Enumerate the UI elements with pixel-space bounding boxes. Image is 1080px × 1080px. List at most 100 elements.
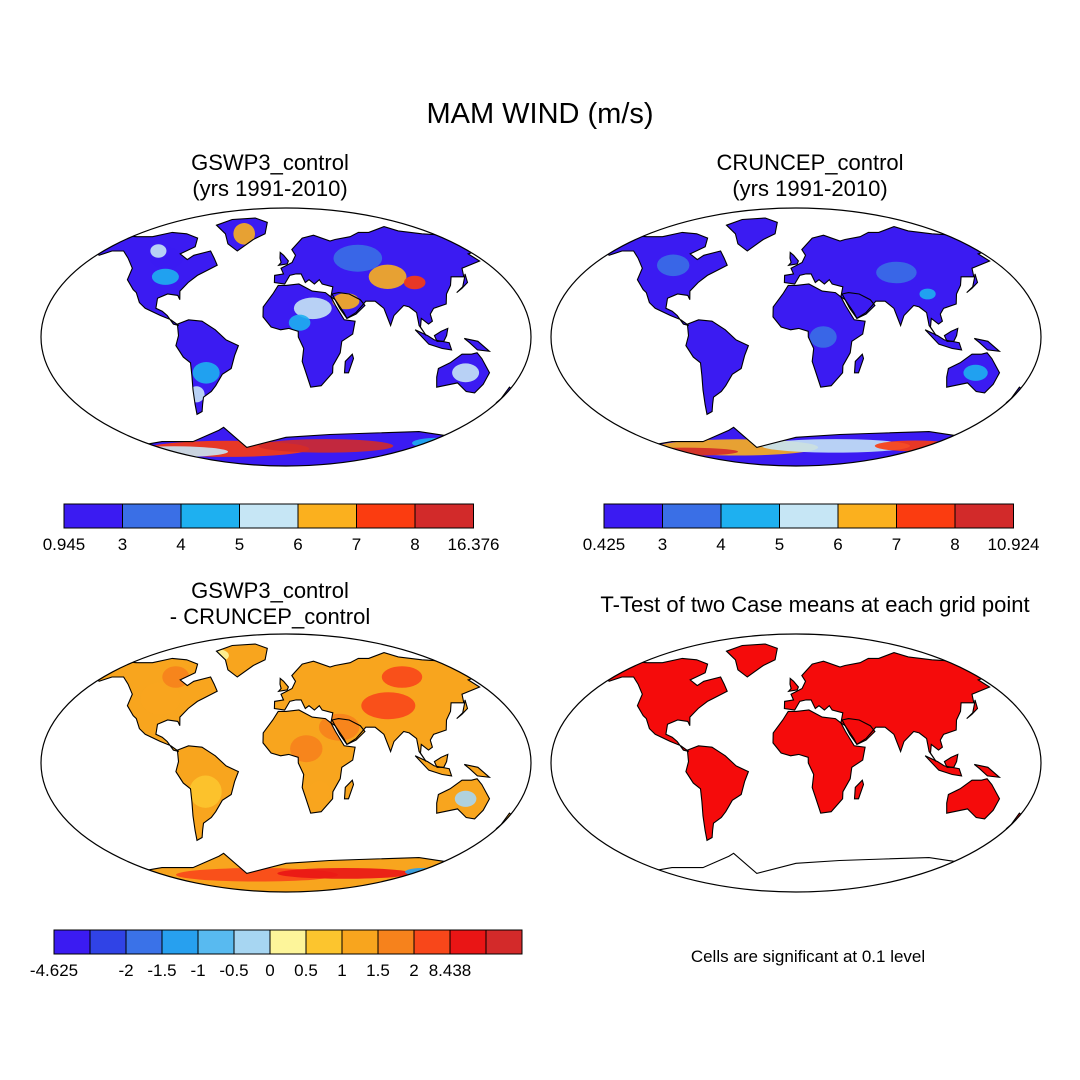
colorbar-box — [122, 503, 182, 529]
colorbar-diff: -4.625 -2 -1.5 -1 -0.5 0 0.5 1 1.5 2 8.438 — [30, 929, 523, 980]
colorbar-tick-label: 0.945 — [43, 535, 86, 554]
coastline-borneo — [433, 327, 449, 342]
data-cells — [657, 254, 690, 277]
colorbar-box — [53, 929, 91, 955]
land-fill-madagascar — [854, 780, 864, 799]
colorbar-cruncep: 0.425 3 4 5 6 7 8 10.924 — [583, 503, 1040, 554]
data-cells — [454, 790, 477, 807]
land-fill-north-america — [604, 658, 728, 752]
coastline-indonesia — [414, 329, 453, 351]
significance-note: Cells are significant at 0.1 level — [690, 947, 926, 966]
colorbar-tick-label: 2 — [409, 961, 418, 980]
coastline-new-guinea — [973, 337, 1002, 353]
land-fill-new-guinea — [974, 764, 1000, 778]
coastline-uk — [277, 677, 290, 693]
coastline-new-guinea — [973, 763, 1002, 779]
land-fill-madagascar — [854, 354, 864, 373]
land-fill-greenland — [216, 644, 268, 677]
coastline-north-america — [93, 657, 218, 753]
coastline-greenland — [215, 643, 268, 678]
coastline-australia — [436, 352, 491, 394]
data-cells — [150, 244, 167, 258]
colorbar-tick-label: 7 — [352, 535, 361, 554]
land-fill-greenland — [726, 218, 778, 251]
coastline-indonesia — [414, 755, 453, 777]
panel-title-line1: CRUNCEP_control — [716, 150, 904, 175]
colorbar-box — [356, 503, 416, 529]
coastline-africa — [772, 283, 866, 388]
data-cells — [293, 297, 332, 320]
colorbar-box — [896, 503, 956, 529]
colorbar-tick-label: 5 — [775, 535, 784, 554]
colorbar-tick-label: 8.438 — [429, 961, 472, 980]
data-cells — [381, 666, 423, 688]
colorbar-box — [180, 503, 240, 529]
map-border — [40, 207, 532, 467]
coastline-greenland — [725, 217, 778, 252]
data-cells — [258, 439, 394, 453]
data-cells — [919, 288, 936, 300]
data-cells — [876, 261, 917, 284]
coastline-europe-asia — [273, 226, 492, 336]
colorbar-tick-label: -2 — [118, 961, 133, 980]
coastline-madagascar — [853, 353, 865, 374]
land-fill-north-america — [604, 232, 728, 326]
coastline-north-america — [603, 231, 728, 327]
data-cells — [308, 780, 331, 803]
coastline-uk — [787, 251, 800, 267]
coastline-borneo — [943, 327, 959, 342]
colorbar-tick-label: -1.5 — [147, 961, 176, 980]
data-cells — [412, 437, 467, 449]
colorbar-box — [125, 929, 163, 955]
colorbar-tick-label: 3 — [658, 535, 667, 554]
colorbar-tick-label: 4 — [176, 535, 185, 554]
coastline-south-america — [175, 745, 240, 842]
colorbar-tick-label: 8 — [950, 535, 959, 554]
colorbar-tick-label: 7 — [892, 535, 901, 554]
map-panel-ttest — [550, 633, 1042, 893]
colorbar-tick-label: -0.5 — [219, 961, 248, 980]
coastline-uk — [277, 251, 290, 267]
data-cells — [761, 439, 911, 453]
colorbar-tick-label: 6 — [833, 535, 842, 554]
coastline-south-america — [685, 319, 750, 416]
colorbar-tick-label: 0.5 — [294, 961, 318, 980]
coastline-europe-asia — [783, 226, 1002, 336]
coastline-new-guinea — [463, 337, 492, 353]
coastline-japan — [456, 273, 469, 294]
colorbar-tick-label: 8 — [410, 535, 419, 554]
colorbar-box — [239, 503, 299, 529]
data-cells — [333, 244, 383, 272]
map-panel-diff — [40, 633, 532, 893]
colorbar-box — [377, 929, 415, 955]
colorbar-tick-label: 5 — [235, 535, 244, 554]
colorbar-box — [414, 503, 474, 529]
panel-title-line1: GSWP3_control — [191, 150, 349, 175]
colorbar-tick-label: -1 — [190, 961, 205, 980]
coastline-australia — [946, 352, 1001, 394]
coastline-south-america — [685, 745, 750, 842]
colorbar-box — [233, 929, 271, 955]
land-fill-madagascar — [344, 780, 354, 799]
panel-title-diff: GSWP3_control - CRUNCEP_control — [60, 578, 480, 630]
data-cells — [192, 362, 220, 384]
colorbar-tick-label: 0 — [265, 961, 274, 980]
colorbar-box — [89, 929, 127, 955]
land-fill-new-guinea — [464, 764, 490, 778]
coastline-arabia — [841, 292, 876, 320]
coastline-japan — [966, 699, 979, 720]
colorbar-box — [662, 503, 722, 529]
colorbar-box — [297, 503, 357, 529]
coastline-new-guinea — [463, 763, 492, 779]
land-fill-africa — [263, 284, 356, 388]
panel-title-line2: (yrs 1991-2010) — [732, 176, 888, 201]
coastline-australia — [436, 778, 491, 820]
colorbar-tick-label: 4 — [716, 535, 725, 554]
panel-title-gswp3: GSWP3_control (yrs 1991-2010) — [60, 150, 480, 202]
colorbar-tick-label: 1.5 — [366, 961, 390, 980]
data-cells — [452, 363, 480, 383]
colorbar-tick-label: 3 — [118, 535, 127, 554]
coastline-south-america — [175, 319, 240, 416]
colorbar-tick-label: 6 — [293, 535, 302, 554]
land-fill-new-guinea — [464, 338, 490, 352]
